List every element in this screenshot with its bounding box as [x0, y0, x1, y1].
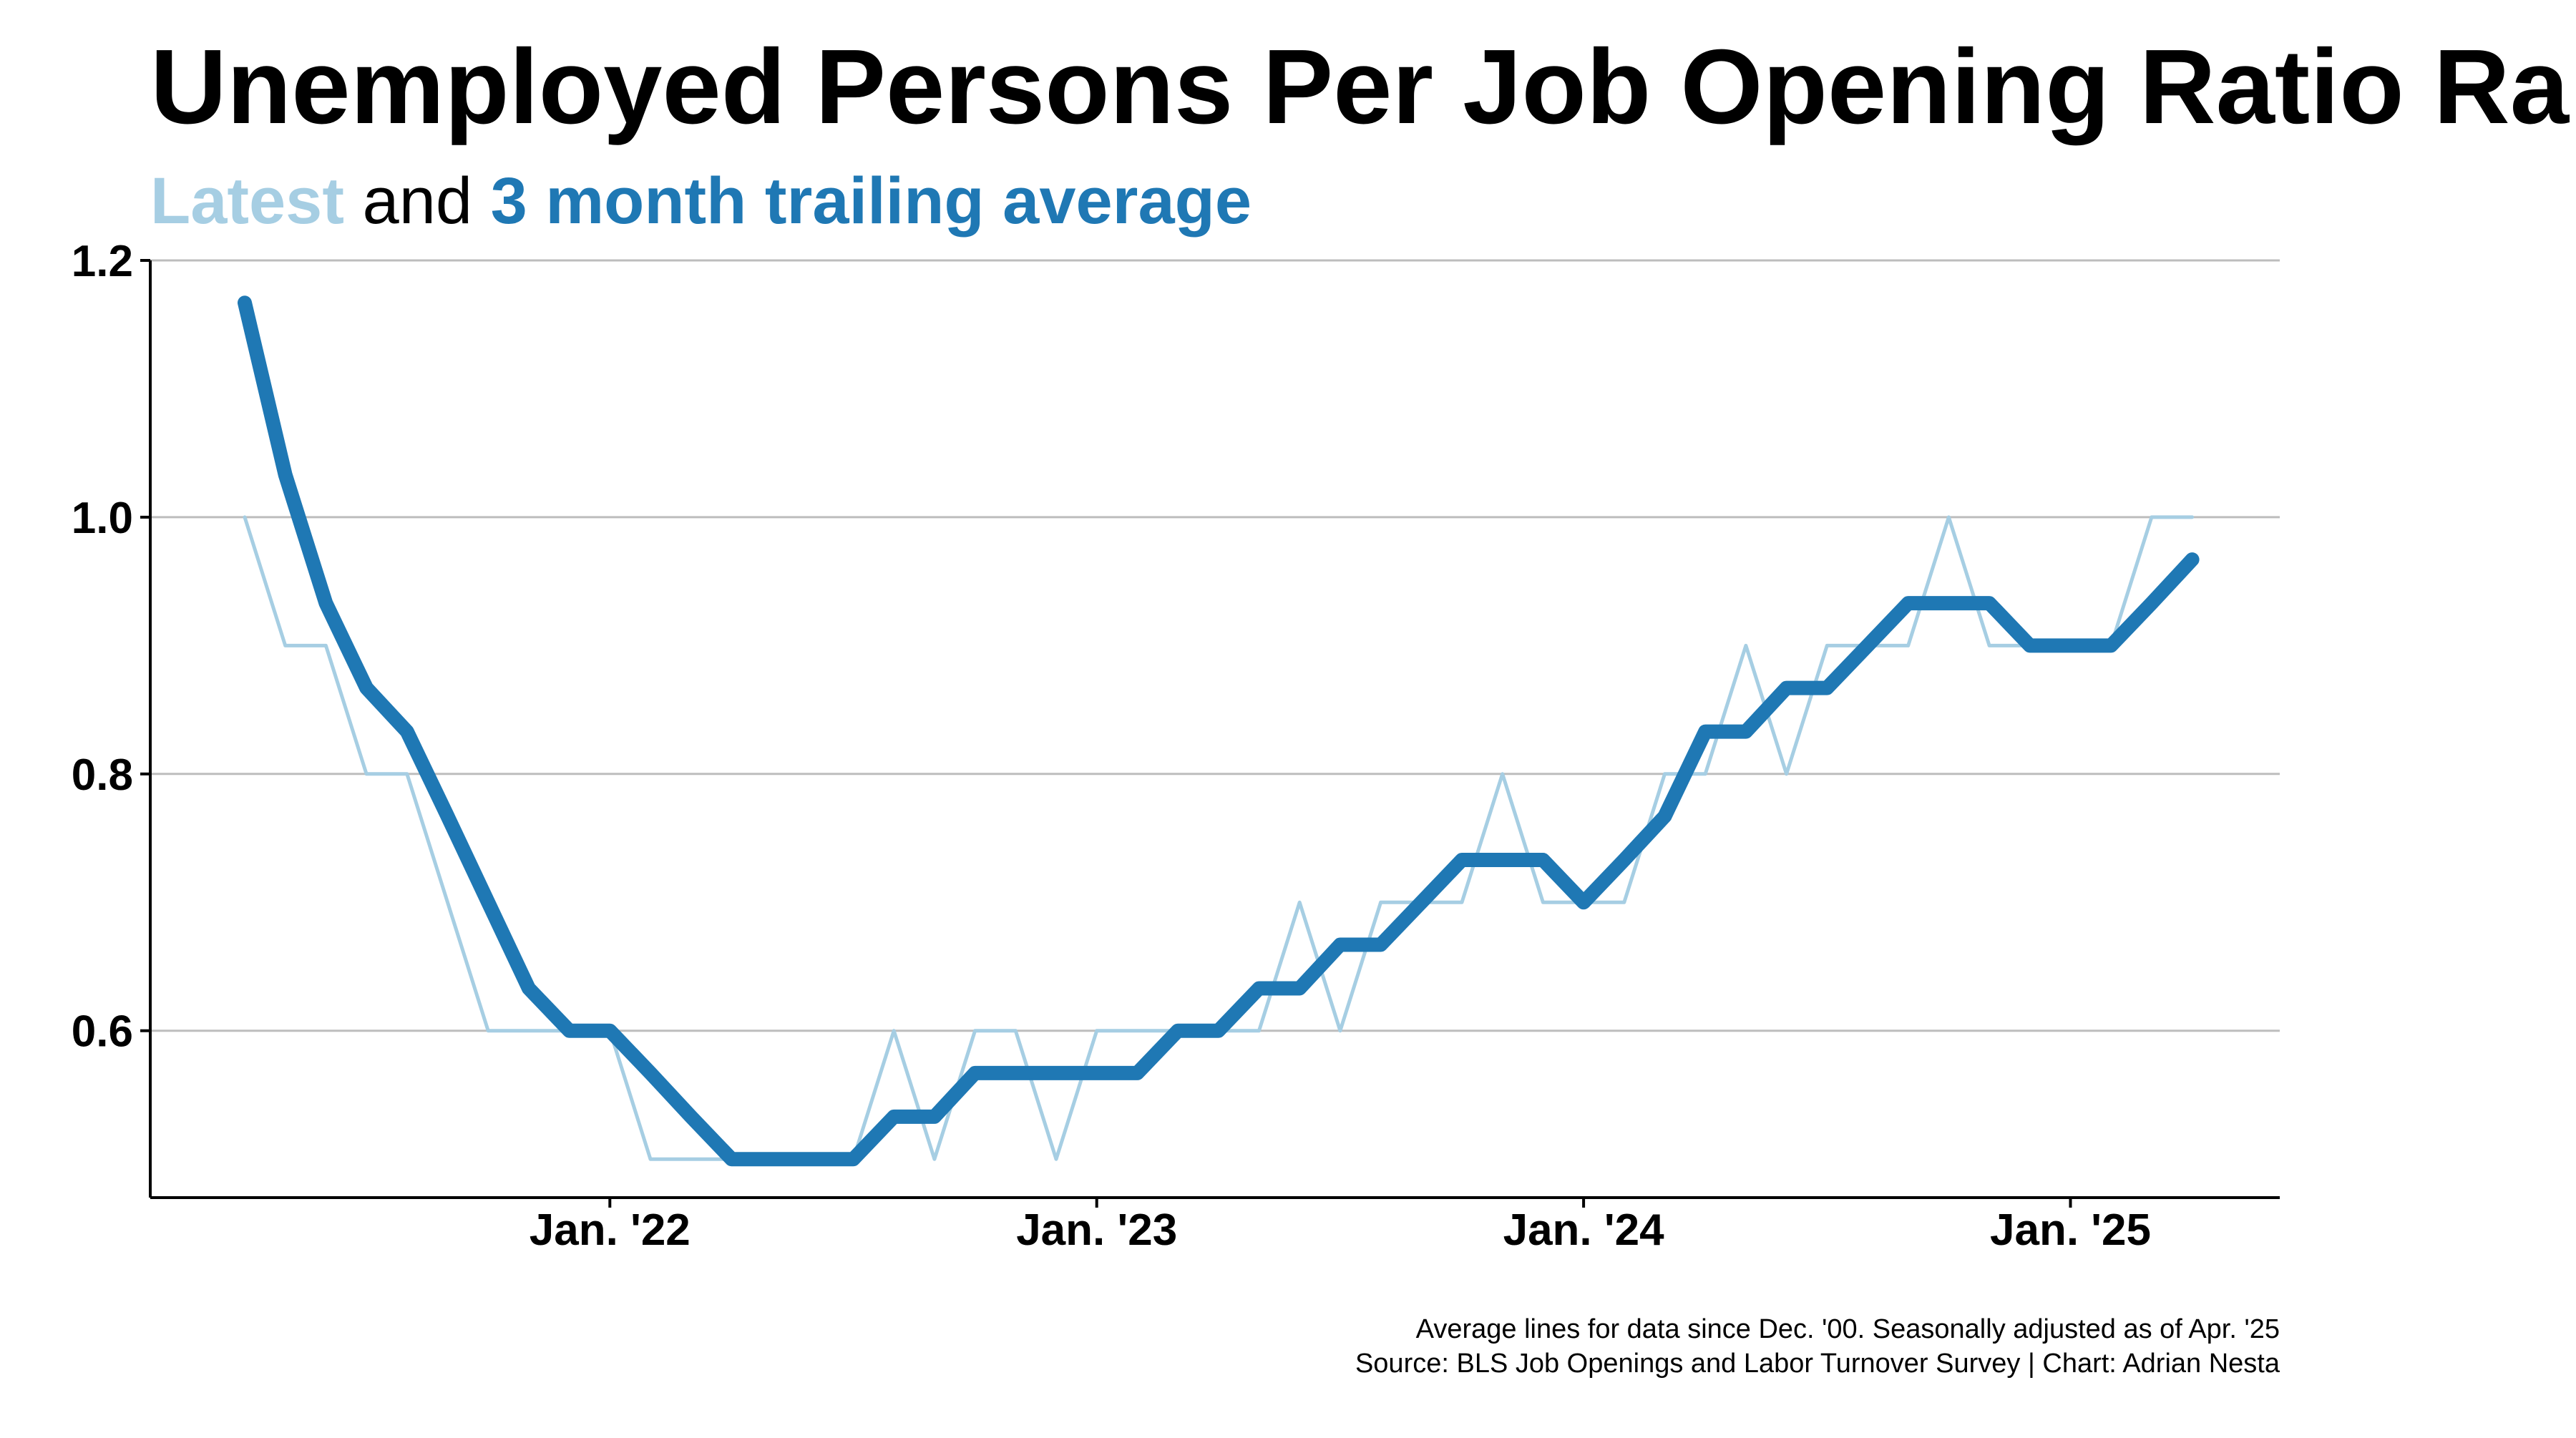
footnote-averages: Average lines for data since Dec. '00. S…	[1416, 1314, 2280, 1344]
y-tick-label: 0.6	[72, 1007, 133, 1057]
x-tick-labels: Jan. '22 Jan. '23 Jan. '24 Jan. '25	[530, 1198, 2151, 1255]
y-tick-labels: 0.6 0.8 1.0 1.2	[72, 237, 150, 1057]
y-tick-label: 0.8	[72, 750, 133, 800]
subtitle-latest: Latest	[150, 165, 344, 238]
subtitle-average: 3 month trailing average	[491, 165, 1252, 238]
axes	[149, 260, 2280, 1199]
subtitle-and: and	[344, 165, 491, 238]
x-tick-label: Jan. '25	[1990, 1205, 2151, 1255]
y-tick-label: 1.2	[72, 237, 133, 286]
footnote-source: Source: BLS Job Openings and Labor Turno…	[1355, 1349, 2280, 1379]
gridlines	[150, 259, 2280, 1032]
x-tick-label: Jan. '22	[530, 1205, 691, 1255]
chart-subtitle: Latest and 3 month trailing average	[150, 165, 1252, 238]
series-lines	[238, 295, 2200, 1167]
chart-title: Unemployed Persons Per Job Opening Ratio…	[150, 28, 2570, 146]
series-line-average	[238, 295, 2200, 1167]
x-tick-label: Jan. '24	[1503, 1205, 1665, 1255]
y-tick-label: 1.0	[72, 494, 133, 543]
x-tick-label: Jan. '23	[1016, 1205, 1177, 1255]
